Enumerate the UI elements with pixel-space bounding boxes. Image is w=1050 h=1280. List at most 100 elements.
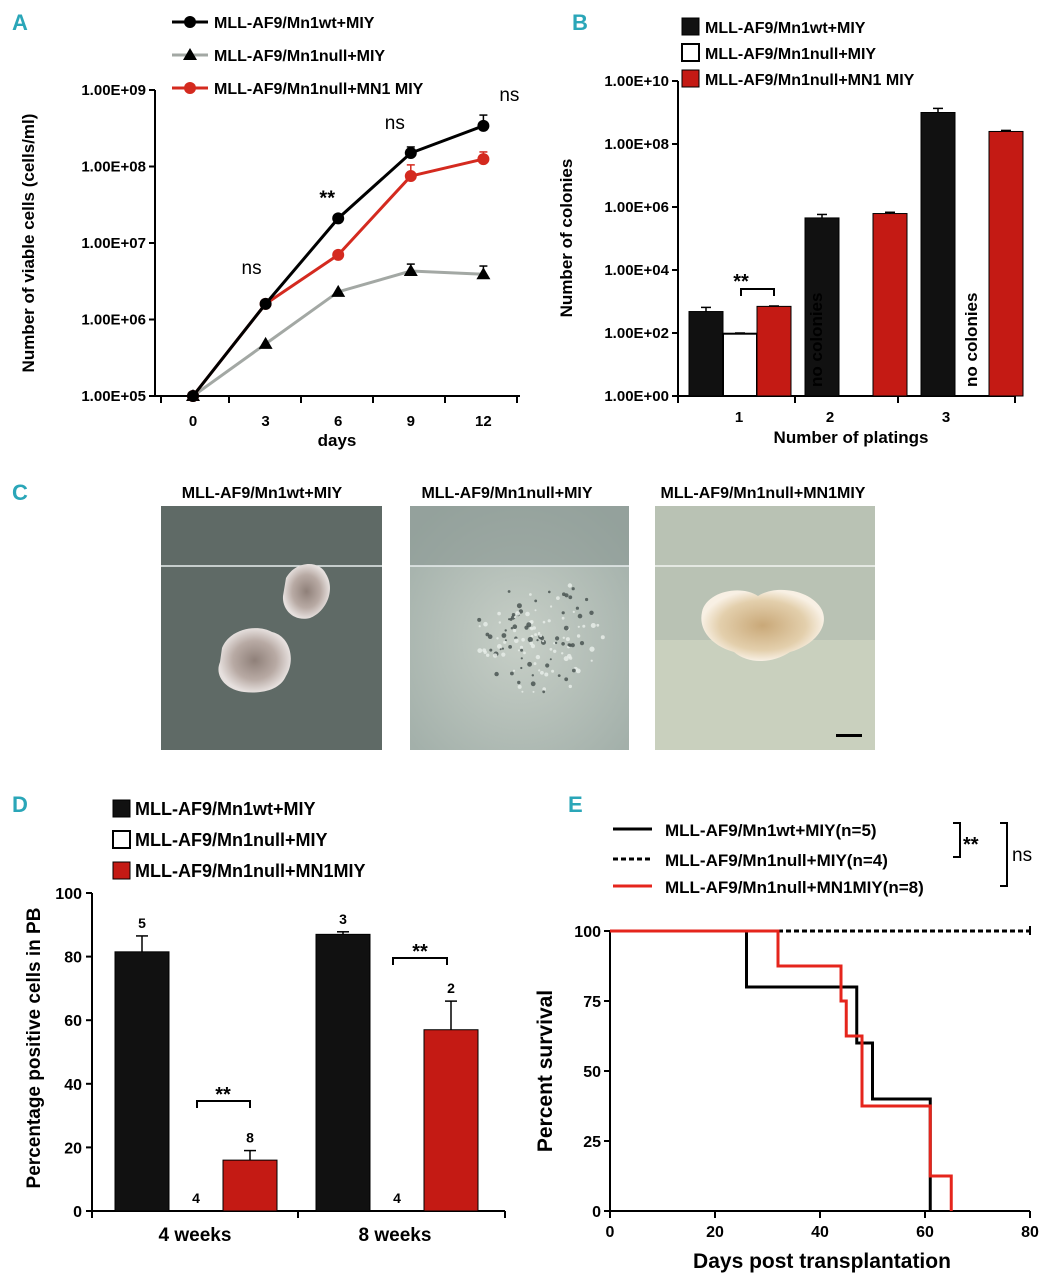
- cell: [497, 611, 501, 616]
- x-tick-label: 0: [606, 1224, 615, 1241]
- cell: [530, 681, 536, 687]
- legend-label-mn1: MLL-AF9/Mn1null+MN1MIY: [135, 861, 366, 881]
- legend-marker-null: [183, 48, 197, 60]
- legend-label-null: MLL-AF9/Mn1null+MIY: [705, 46, 876, 63]
- cell: [521, 690, 524, 693]
- panel-a-series: [186, 114, 491, 402]
- cell: [536, 639, 539, 642]
- micrograph-wt: [161, 506, 382, 750]
- data-point: [404, 147, 417, 160]
- legend-item-wt: MLL-AF9/Mn1wt+MIY: [172, 15, 375, 32]
- panel-b-letter: B: [572, 10, 588, 35]
- cell: [494, 671, 499, 677]
- cell: [477, 617, 482, 622]
- data-point: [404, 170, 417, 183]
- x-tick-label: 6: [334, 413, 342, 430]
- x-tick-label: 3: [261, 413, 269, 430]
- x-tick-label: 1: [735, 409, 743, 426]
- cell: [554, 641, 558, 645]
- cell: [483, 621, 488, 627]
- colony-mn1: [701, 589, 824, 661]
- cell: [564, 593, 569, 598]
- panel-b-legend: MLL-AF9/Mn1wt+MIY MLL-AF9/Mn1null+MIY ML…: [681, 17, 915, 89]
- legend-label-wt: MLL-AF9/Mn1wt+MIY: [214, 15, 375, 32]
- cell: [549, 647, 553, 651]
- y-axis-title: Percent survival: [534, 990, 557, 1152]
- cell: [497, 644, 502, 649]
- legend-label-mn1: MLL-AF9/Mn1null+MN1 MIY: [705, 72, 915, 89]
- sample-size-label: 3: [339, 911, 347, 927]
- y-tick-label: 1.00E+09: [81, 82, 146, 99]
- legend-item-mn1: MLL-AF9/Mn1null+MN1 MIY: [172, 81, 424, 98]
- y-tick-label: 1.00E+04: [604, 262, 669, 279]
- cell: [501, 652, 506, 657]
- cell: [511, 613, 516, 617]
- legend-label-mn1: MLL-AF9/Mn1null+MN1MIY(n=8): [665, 878, 924, 897]
- cell: [499, 648, 502, 651]
- cell: [498, 621, 501, 624]
- cell: [551, 669, 555, 673]
- legend-label-wt: MLL-AF9/Mn1wt+MIY: [705, 20, 866, 37]
- bar: [315, 933, 371, 1212]
- cell: [486, 653, 490, 657]
- cell: [510, 671, 514, 676]
- legend-marker-mn1: [184, 82, 196, 94]
- significance-mn1: ns: [1012, 845, 1032, 866]
- x-axis-title: Number of platings: [774, 428, 929, 447]
- y-tick-label: 60: [64, 1013, 82, 1030]
- micrograph-mn1: [655, 506, 875, 750]
- cell: [521, 637, 525, 642]
- cell: [561, 642, 565, 646]
- panel-c-letter: C: [12, 480, 28, 505]
- panel-d-letter: D: [12, 792, 28, 817]
- x-tick-label: 4 weeks: [159, 1225, 232, 1246]
- cell: [535, 654, 541, 660]
- cell: [568, 684, 572, 689]
- annotation-label: ns: [499, 85, 519, 106]
- y-tick-label: 1.00E+00: [604, 388, 669, 405]
- x-tick-label: 60: [916, 1224, 934, 1241]
- legend-swatch-null: [112, 830, 131, 849]
- cell: [510, 627, 514, 630]
- cell: [600, 635, 605, 640]
- cell: [527, 636, 533, 643]
- no-colonies-label-3: no colonies: [962, 293, 981, 387]
- y-tick-label: 100: [574, 924, 601, 941]
- bar: [688, 311, 724, 397]
- x-tick-label: 12: [475, 413, 492, 430]
- panel-a-legend: MLL-AF9/Mn1wt+MIY MLL-AF9/Mn1null+MIY ML…: [172, 15, 424, 98]
- panel-a-annotations: ns ** ns ns: [242, 85, 520, 279]
- data-point: [477, 119, 490, 132]
- photo-title-null: MLL-AF9/Mn1null+MIY: [421, 485, 592, 502]
- cell: [553, 642, 556, 645]
- cell: [589, 610, 594, 615]
- cell: [548, 590, 551, 594]
- cell: [531, 674, 534, 677]
- cell: [487, 634, 493, 639]
- cell: [496, 637, 499, 640]
- significance-bracket: [740, 288, 775, 296]
- legend-label-null: MLL-AF9/Mn1null+MIY: [135, 830, 328, 850]
- micrograph-wt-background: [161, 506, 382, 750]
- survival-curve: [610, 929, 953, 1211]
- cell: [513, 629, 517, 633]
- cell: [538, 669, 541, 672]
- sample-size-label: 4: [192, 1190, 200, 1206]
- y-tick-label: 1.00E+05: [81, 388, 146, 405]
- colony-lower: [218, 628, 291, 693]
- bar: [114, 951, 170, 1212]
- data-point: [476, 267, 491, 280]
- y-tick-label: 1.00E+06: [81, 312, 146, 329]
- scale-bar: [836, 734, 862, 737]
- series-line: [191, 157, 484, 397]
- significance-wt-null: **: [963, 834, 979, 856]
- cell: [520, 657, 523, 660]
- cell: [567, 583, 573, 588]
- bar: [872, 213, 908, 397]
- data-point: [259, 297, 272, 310]
- cell: [567, 653, 572, 659]
- sample-size-label: 4: [393, 1190, 401, 1206]
- cell: [534, 609, 537, 612]
- cell: [568, 595, 573, 600]
